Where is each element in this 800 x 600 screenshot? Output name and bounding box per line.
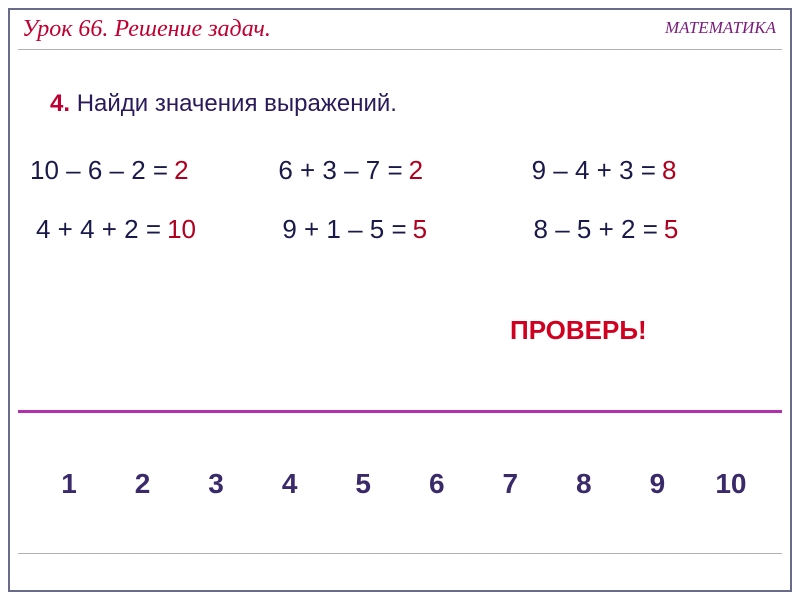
number-item: 6 — [408, 468, 466, 500]
expression: 6 + 3 – 7 = 2 — [278, 155, 531, 186]
number-item: 7 — [481, 468, 539, 500]
expression-text: 10 – 6 – 2 = — [30, 155, 168, 186]
number-item: 8 — [555, 468, 613, 500]
task-line: 4. Найди значения выражений. — [50, 90, 397, 118]
check-label: ПРОВЕРЬ! — [510, 315, 647, 346]
expression-row: 4 + 4 + 2 = 10 9 + 1 – 5 = 5 8 – 5 + 2 =… — [30, 214, 770, 245]
expressions-block: 10 – 6 – 2 = 2 6 + 3 – 7 = 2 9 – 4 + 3 =… — [30, 155, 770, 273]
expression-row: 10 – 6 – 2 = 2 6 + 3 – 7 = 2 9 – 4 + 3 =… — [30, 155, 770, 186]
subject-label: МАТЕМАТИКА — [665, 18, 776, 38]
expression: 8 – 5 + 2 = 5 — [534, 214, 770, 245]
expression: 9 – 4 + 3 = 8 — [532, 155, 770, 186]
expression-text: 9 + 1 – 5 = — [282, 214, 406, 245]
expression-text: 4 + 4 + 2 = — [36, 214, 161, 245]
expression: 4 + 4 + 2 = 10 — [36, 214, 282, 245]
expression-answer: 5 — [413, 214, 427, 245]
header: Урок 66. Решение задач. МАТЕМАТИКА — [18, 16, 782, 50]
number-item: 10 — [702, 468, 760, 500]
expression: 9 + 1 – 5 = 5 — [282, 214, 533, 245]
divider-line — [18, 410, 782, 413]
number-item: 9 — [628, 468, 686, 500]
expression: 10 – 6 – 2 = 2 — [30, 155, 278, 186]
expression-text: 6 + 3 – 7 = — [278, 155, 402, 186]
expression-answer: 2 — [174, 155, 188, 186]
expression-answer: 8 — [662, 155, 676, 186]
slide-frame: Урок 66. Решение задач. МАТЕМАТИКА 4. На… — [8, 8, 792, 592]
number-line: 1 2 3 4 5 6 7 8 9 10 — [40, 468, 760, 500]
expression-answer: 5 — [664, 214, 678, 245]
number-item: 2 — [114, 468, 172, 500]
expression-answer: 2 — [409, 155, 423, 186]
number-item: 1 — [40, 468, 98, 500]
task-number: 4. — [50, 90, 70, 117]
expression-text: 9 – 4 + 3 = — [532, 155, 656, 186]
number-item: 3 — [187, 468, 245, 500]
expression-answer: 10 — [167, 214, 196, 245]
expression-text: 8 – 5 + 2 = — [534, 214, 658, 245]
number-item: 5 — [334, 468, 392, 500]
number-item: 4 — [261, 468, 319, 500]
footer-line — [18, 553, 782, 554]
task-text: Найди значения выражений. — [77, 90, 397, 117]
